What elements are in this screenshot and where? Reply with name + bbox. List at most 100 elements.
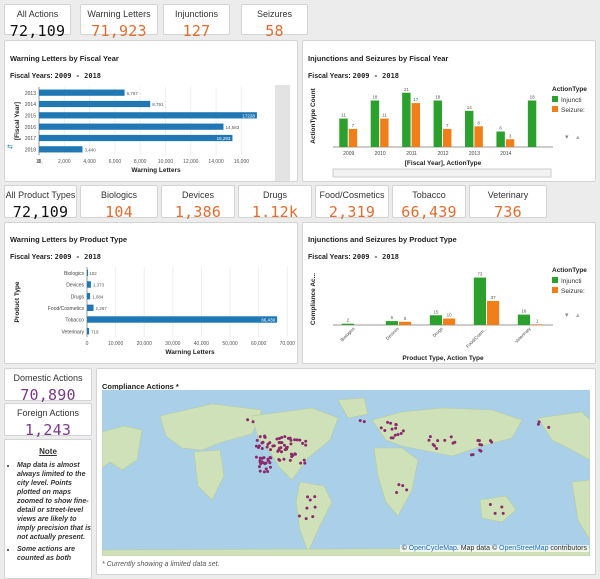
map-point bbox=[305, 506, 309, 510]
attr-link-opencyclemap[interactable]: OpenCycleMap bbox=[408, 545, 457, 552]
x-tick-label: 12,000 bbox=[183, 159, 199, 165]
map-point bbox=[280, 450, 284, 454]
kpi-devices[interactable]: Devices 1,386 bbox=[161, 185, 235, 221]
map-point bbox=[262, 470, 266, 474]
kpi-foreign-actions[interactable]: Foreign Actions 1,243 bbox=[4, 403, 92, 439]
map-point bbox=[488, 503, 492, 507]
attr-mid: . Map data © bbox=[456, 545, 500, 552]
map-point bbox=[278, 441, 282, 445]
kpi-value: 72,109 bbox=[9, 22, 66, 40]
x-tick-label: 20,000 bbox=[137, 341, 153, 347]
kpi-veterinary[interactable]: Veterinary 736 bbox=[469, 185, 547, 221]
bar bbox=[465, 110, 474, 147]
map-point bbox=[405, 488, 409, 492]
bar-value-label: 7 bbox=[352, 123, 355, 128]
bar bbox=[402, 92, 411, 147]
map-point bbox=[383, 428, 387, 432]
kpi-label: Domestic Actions bbox=[13, 373, 83, 383]
bar-value-label: 18 bbox=[530, 95, 536, 100]
map-point bbox=[537, 420, 541, 424]
x-tick-label: 70,000 bbox=[280, 341, 296, 347]
legend-swatch bbox=[552, 277, 558, 283]
fiscal-label: Fiscal Years: bbox=[308, 254, 351, 261]
map-point bbox=[271, 444, 275, 448]
landmass-eurasia bbox=[371, 407, 523, 457]
bar-value-label: 18 bbox=[372, 95, 378, 100]
panel-title: Warning Letters by Fiscal Year bbox=[10, 54, 119, 63]
map-point bbox=[257, 465, 261, 469]
kpi-injunctions[interactable]: Injunctions 127 bbox=[163, 4, 230, 40]
legend-label: Injuncti bbox=[561, 278, 582, 285]
map-point bbox=[394, 426, 398, 430]
x-tick-label: Veterinary bbox=[514, 326, 532, 344]
legend-label: Seizure: bbox=[561, 107, 585, 114]
bar bbox=[380, 118, 389, 147]
map-point bbox=[451, 441, 455, 445]
map-point bbox=[285, 447, 289, 451]
kpi-food-cosmetics[interactable]: Food/Cosmetics 2,319 bbox=[315, 185, 389, 221]
bar-value-label: 6 bbox=[499, 126, 502, 131]
map-point bbox=[488, 439, 492, 443]
landmass-south-america-east bbox=[571, 479, 590, 541]
kpi-warning-letters[interactable]: Warning Letters 71,923 bbox=[80, 4, 158, 40]
bar-value-label: 73 bbox=[477, 272, 483, 277]
map-point bbox=[302, 458, 306, 462]
map-point bbox=[254, 444, 258, 448]
kpi-value: 70,890 bbox=[20, 386, 76, 404]
x-tick-label: 0 bbox=[38, 159, 41, 165]
bar-value-label: 66,439 bbox=[261, 318, 275, 323]
x-tick-label: 2014 bbox=[500, 151, 511, 157]
panel-warning-letters-by-year: Warning Letters by Fiscal Year Fiscal Ye… bbox=[4, 40, 298, 182]
kpi-all-actions[interactable]: All Actions 72,109 bbox=[4, 4, 71, 40]
landmass-south-africa-west bbox=[193, 449, 225, 501]
map-point bbox=[288, 458, 292, 462]
bar bbox=[443, 128, 452, 147]
map-point bbox=[362, 420, 366, 424]
map-point bbox=[298, 438, 302, 442]
map-point bbox=[427, 438, 431, 442]
map-point bbox=[264, 461, 268, 465]
bar bbox=[487, 300, 500, 325]
legend-label: Seizure: bbox=[561, 288, 585, 295]
kpi-drugs[interactable]: Drugs 1.12k bbox=[238, 185, 312, 221]
map-point bbox=[258, 456, 262, 460]
landmass-australia bbox=[479, 495, 517, 523]
bar bbox=[527, 100, 537, 147]
bar bbox=[39, 134, 233, 142]
world-map[interactable] bbox=[102, 390, 590, 556]
kpi-label: Warning Letters bbox=[87, 9, 151, 19]
landmass-americas-west bbox=[102, 425, 143, 471]
y-tick-label: Drugs bbox=[71, 294, 85, 300]
bar bbox=[39, 89, 125, 96]
kpi-domestic-actions[interactable]: Domestic Actions 70,890 bbox=[4, 368, 92, 404]
kpi-seizures[interactable]: Seizures 58 bbox=[241, 4, 308, 40]
x-tick-label: Biologics bbox=[339, 326, 356, 343]
kpi-value: 72,109 bbox=[12, 203, 69, 221]
panel-warning-letters-by-product: Warning Letters by Product Type Fiscal Y… bbox=[4, 222, 298, 364]
bar-value-label: 8,791 bbox=[152, 102, 164, 107]
map-point bbox=[478, 442, 482, 446]
map-point bbox=[311, 515, 315, 519]
fiscal-label: Fiscal Years: bbox=[10, 254, 53, 261]
kpi-label: Injunctions bbox=[174, 9, 219, 19]
map-point bbox=[297, 514, 301, 518]
map-point bbox=[397, 483, 401, 487]
kpi-biologics[interactable]: Biologics 104 bbox=[80, 185, 158, 221]
map-point bbox=[449, 435, 453, 439]
x-tick-label: 10,000 bbox=[108, 341, 124, 347]
bar bbox=[474, 126, 483, 147]
bar bbox=[87, 327, 90, 335]
bar-value-label: 1,373 bbox=[93, 283, 105, 288]
kpi-tobacco[interactable]: Tobacco 66,439 bbox=[392, 185, 466, 221]
map-point bbox=[268, 465, 272, 469]
kpi-all-product-types[interactable]: All Product Types 72,109 bbox=[4, 185, 77, 221]
map-point bbox=[289, 438, 293, 442]
map-point bbox=[479, 449, 483, 453]
bar bbox=[370, 100, 380, 147]
x-tick-label: 40,000 bbox=[194, 341, 210, 347]
map-point bbox=[443, 438, 447, 442]
attr-link-openstreetmap[interactable]: OpenStreetMap bbox=[499, 545, 549, 552]
map-point bbox=[266, 457, 270, 461]
bar-value-label: 7 bbox=[446, 123, 449, 128]
landmass-africa bbox=[373, 447, 419, 517]
